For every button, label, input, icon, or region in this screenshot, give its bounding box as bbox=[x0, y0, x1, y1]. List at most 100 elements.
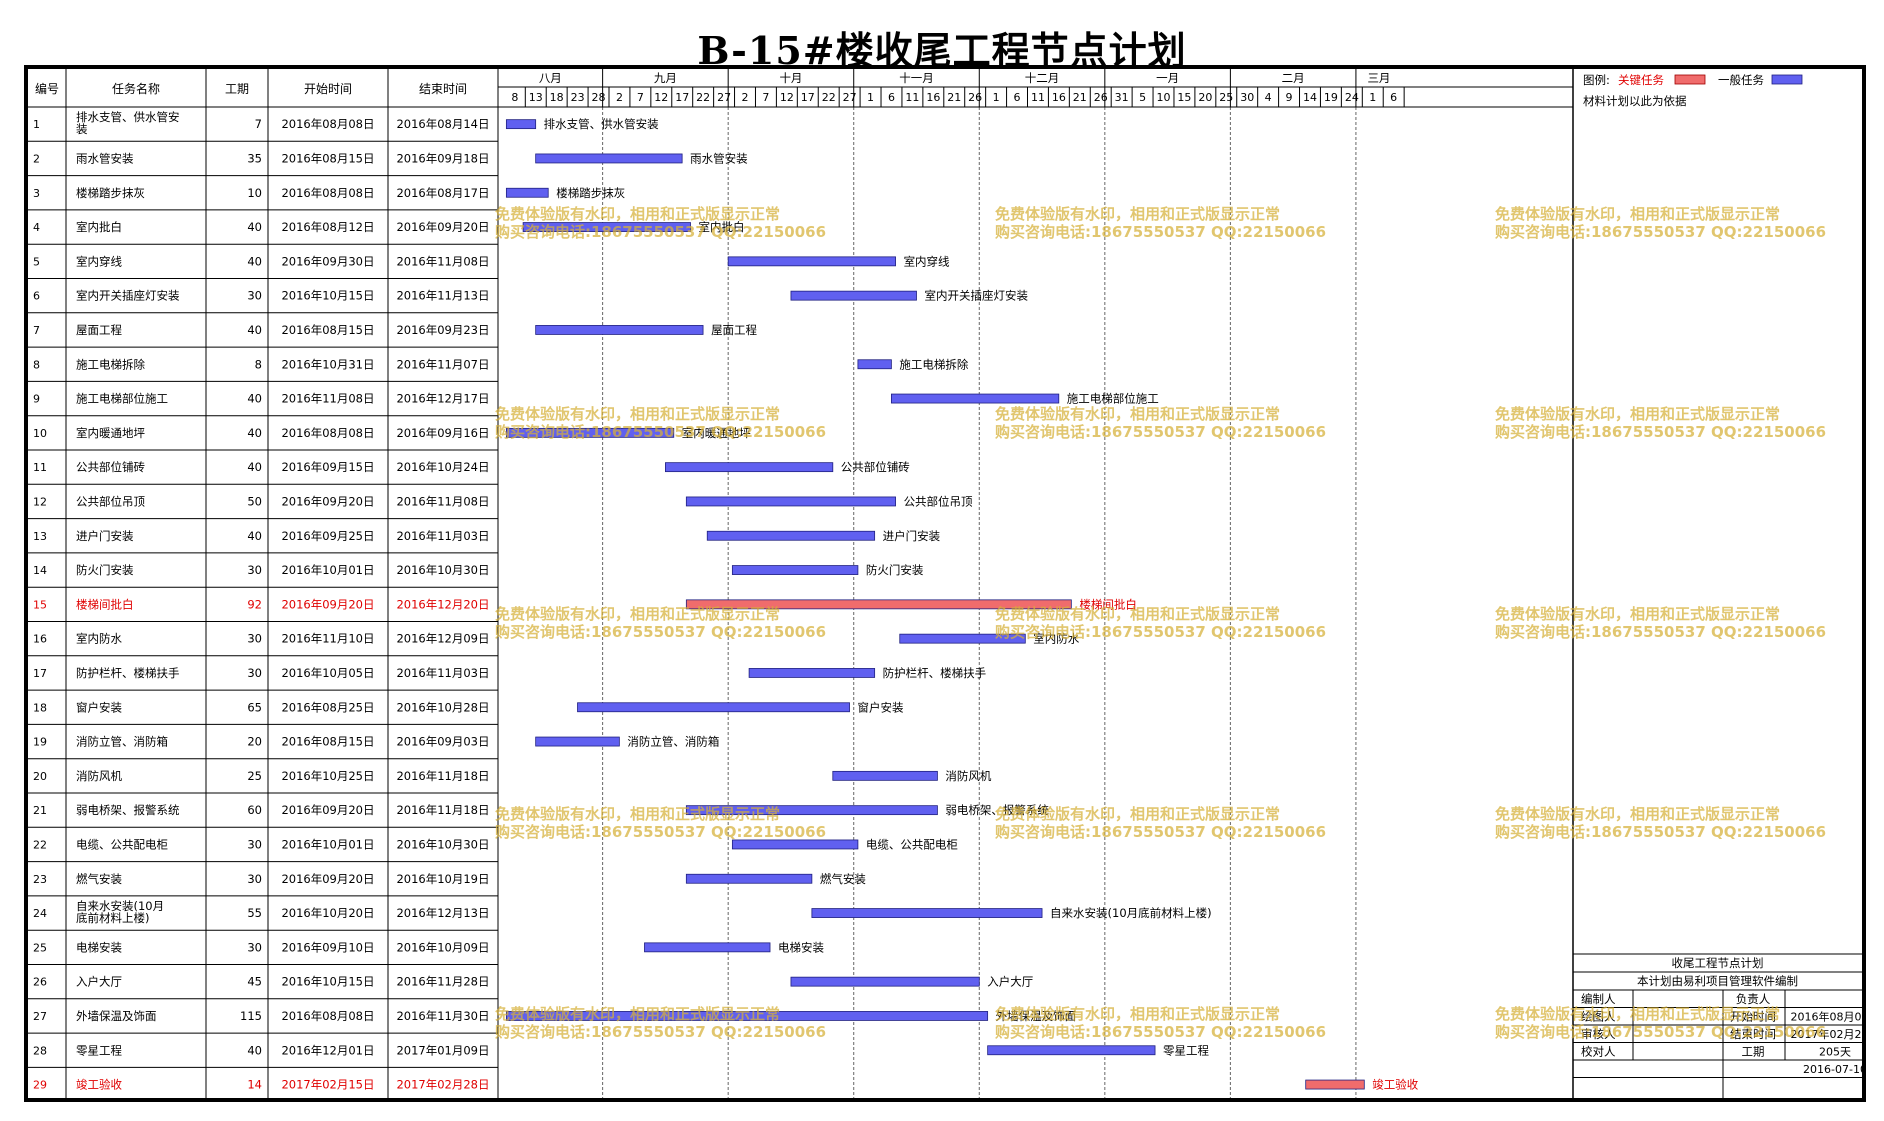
day-tick-label: 26 bbox=[1094, 91, 1108, 104]
task-duration: 55 bbox=[247, 906, 262, 920]
day-tick-label: 6 bbox=[1390, 91, 1397, 104]
task-start: 2016年08月08日 bbox=[281, 426, 374, 440]
day-tick-label: 20 bbox=[1198, 91, 1212, 104]
task-duration: 14 bbox=[247, 1078, 262, 1092]
task-bar bbox=[535, 153, 683, 164]
task-start: 2016年08月08日 bbox=[281, 117, 374, 131]
task-end: 2016年09月03日 bbox=[396, 735, 489, 749]
task-start: 2016年08月25日 bbox=[281, 700, 374, 714]
column-header-1: 编号 bbox=[35, 81, 59, 96]
task-bar-label: 自来水安装(10月底前材料上楼) bbox=[1050, 906, 1212, 920]
task-start: 2016年11月08日 bbox=[281, 392, 374, 406]
day-tick-label: 9 bbox=[1286, 91, 1293, 104]
watermark-line-2: 购买咨询电话:18675550537 QQ:22150066 bbox=[1495, 623, 1827, 641]
task-name: 施工电梯部位施工 bbox=[76, 392, 168, 406]
day-tick-label: 17 bbox=[801, 91, 815, 104]
day-tick-label: 18 bbox=[550, 91, 564, 104]
info-row-value: 205天 bbox=[1819, 1046, 1851, 1059]
task-end: 2016年10月28日 bbox=[396, 700, 489, 714]
task-bar bbox=[535, 736, 620, 747]
watermark-text: 免费体验版有水印，相用和正式版显示正常 购买咨询电话:18675550537 QQ… bbox=[995, 205, 1326, 241]
watermark-line-1: 免费体验版有水印，相用和正式版显示正常 bbox=[995, 405, 1281, 423]
watermark-text: 免费体验版有水印，相用和正式版显示正常 购买咨询电话:18675550537 QQ… bbox=[495, 205, 826, 241]
day-tick-label: 12 bbox=[780, 91, 794, 104]
info-row-label: 绘图人 bbox=[1581, 1010, 1616, 1024]
task-name: 外墙保温及饰面 bbox=[76, 1009, 157, 1023]
task-name: 窗户安装 bbox=[76, 700, 122, 714]
task-start: 2016年10月05日 bbox=[281, 666, 374, 680]
task-bar bbox=[522, 222, 691, 232]
day-tick-label: 11 bbox=[1031, 91, 1045, 104]
task-start: 2016年10月15日 bbox=[281, 289, 374, 303]
task-start: 2016年10月01日 bbox=[281, 563, 374, 577]
task-bar-label: 入户大厅 bbox=[987, 975, 1033, 989]
task-end: 2016年11月07日 bbox=[396, 357, 489, 371]
task-bar bbox=[505, 119, 537, 130]
task-bar-label: 防护栏杆、楼梯扶手 bbox=[883, 666, 987, 680]
task-duration: 40 bbox=[247, 220, 262, 234]
task-duration: 30 bbox=[247, 666, 262, 680]
task-start: 2016年10月15日 bbox=[281, 975, 374, 989]
task-start: 2016年08月15日 bbox=[281, 735, 374, 749]
watermark-line-2: 购买咨询电话:18675550537 QQ:22150066 bbox=[1495, 223, 1827, 241]
task-bar-label: 弱电桥架、报警系统 bbox=[945, 803, 1049, 817]
task-id: 17 bbox=[33, 667, 47, 680]
day-tick-label: 28 bbox=[592, 91, 606, 104]
task-bar bbox=[899, 633, 1026, 644]
info-row-label: 编制人 bbox=[1581, 992, 1616, 1006]
task-duration: 30 bbox=[247, 632, 262, 646]
task-id: 1 bbox=[33, 118, 40, 131]
task-start: 2016年10月31日 bbox=[281, 357, 374, 371]
task-bar bbox=[505, 1011, 989, 1021]
task-id: 26 bbox=[33, 976, 47, 989]
gantt-frame: 编号 任务名称 工期 开始时间 结束时间 八月 九月 十月 十一月 十二月 一月 二月 三月 8 13 18 2… bbox=[24, 65, 1866, 1102]
info-row-key: 工期 bbox=[1742, 1045, 1765, 1059]
watermark-line-1: 免费体验版有水印，相用和正式版显示正常 bbox=[995, 605, 1281, 623]
day-tick-label: 2 bbox=[616, 91, 623, 104]
task-bar bbox=[857, 359, 892, 370]
task-bar bbox=[577, 702, 850, 713]
task-start: 2016年08月08日 bbox=[281, 1009, 374, 1023]
day-tick-label: 31 bbox=[1115, 91, 1129, 104]
task-end: 2016年11月13日 bbox=[396, 289, 489, 303]
task-start: 2016年10月01日 bbox=[281, 837, 374, 851]
task-end: 2016年12月13日 bbox=[396, 906, 489, 920]
task-duration: 20 bbox=[247, 735, 262, 749]
task-bar bbox=[644, 942, 771, 953]
task-bar bbox=[685, 873, 813, 884]
month-label: 二月 bbox=[1282, 71, 1305, 85]
task-name: 室内防水 bbox=[76, 632, 122, 646]
task-name: 室内穿线 bbox=[76, 254, 122, 268]
task-id: 15 bbox=[33, 598, 47, 611]
task-bar bbox=[535, 325, 704, 335]
watermark-text: 免费体验版有水印，相用和正式版显示正常 购买咨询电话:18675550537 QQ… bbox=[495, 1005, 826, 1041]
task-id: 23 bbox=[33, 873, 47, 886]
day-tick-label: 22 bbox=[696, 91, 710, 104]
info-row-value: 2017年02月28日 bbox=[1791, 1027, 1863, 1041]
task-name: 防护栏杆、楼梯扶手 bbox=[76, 666, 180, 680]
watermark-text: 免费体验版有水印，相用和正式版显示正常 购买咨询电话:18675550537 QQ… bbox=[1495, 805, 1826, 841]
watermark-line-1: 免费体验版有水印，相用和正式版显示正常 bbox=[495, 805, 781, 823]
task-bar-label: 消防风机 bbox=[945, 769, 991, 783]
watermark-line-1: 免费体验版有水印，相用和正式版显示正常 bbox=[1495, 205, 1781, 223]
task-end: 2016年10月19日 bbox=[396, 872, 489, 886]
task-name: 电缆、公共配电柜 bbox=[76, 837, 168, 851]
watermark-line-1: 免费体验版有水印，相用和正式版显示正常 bbox=[995, 1005, 1281, 1023]
task-bar-label: 施工电梯拆除 bbox=[899, 357, 968, 371]
day-tick-label: 26 bbox=[968, 91, 982, 104]
watermark-line-2: 购买咨询电话:18675550537 QQ:22150066 bbox=[1495, 423, 1827, 441]
day-tick-label: 7 bbox=[637, 91, 644, 104]
legend-critical-swatch bbox=[1674, 74, 1706, 85]
task-id: 21 bbox=[33, 804, 47, 817]
watermark-text: 免费体验版有水印，相用和正式版显示正常 购买咨询电话:18675550537 QQ… bbox=[1495, 205, 1826, 241]
task-name: 入户大厅 bbox=[76, 975, 122, 989]
day-tick-label: 21 bbox=[947, 91, 961, 104]
task-id: 29 bbox=[33, 1079, 47, 1092]
task-duration: 30 bbox=[247, 940, 262, 954]
task-start: 2016年10月20日 bbox=[281, 906, 374, 920]
legend-label: 图例: bbox=[1583, 73, 1610, 87]
task-duration: 30 bbox=[247, 837, 262, 851]
watermark-line-1: 免费体验版有水印，相用和正式版显示正常 bbox=[1495, 1005, 1781, 1023]
task-name: 室内开关插座灯安装 bbox=[76, 289, 180, 303]
task-id: 6 bbox=[33, 290, 40, 303]
